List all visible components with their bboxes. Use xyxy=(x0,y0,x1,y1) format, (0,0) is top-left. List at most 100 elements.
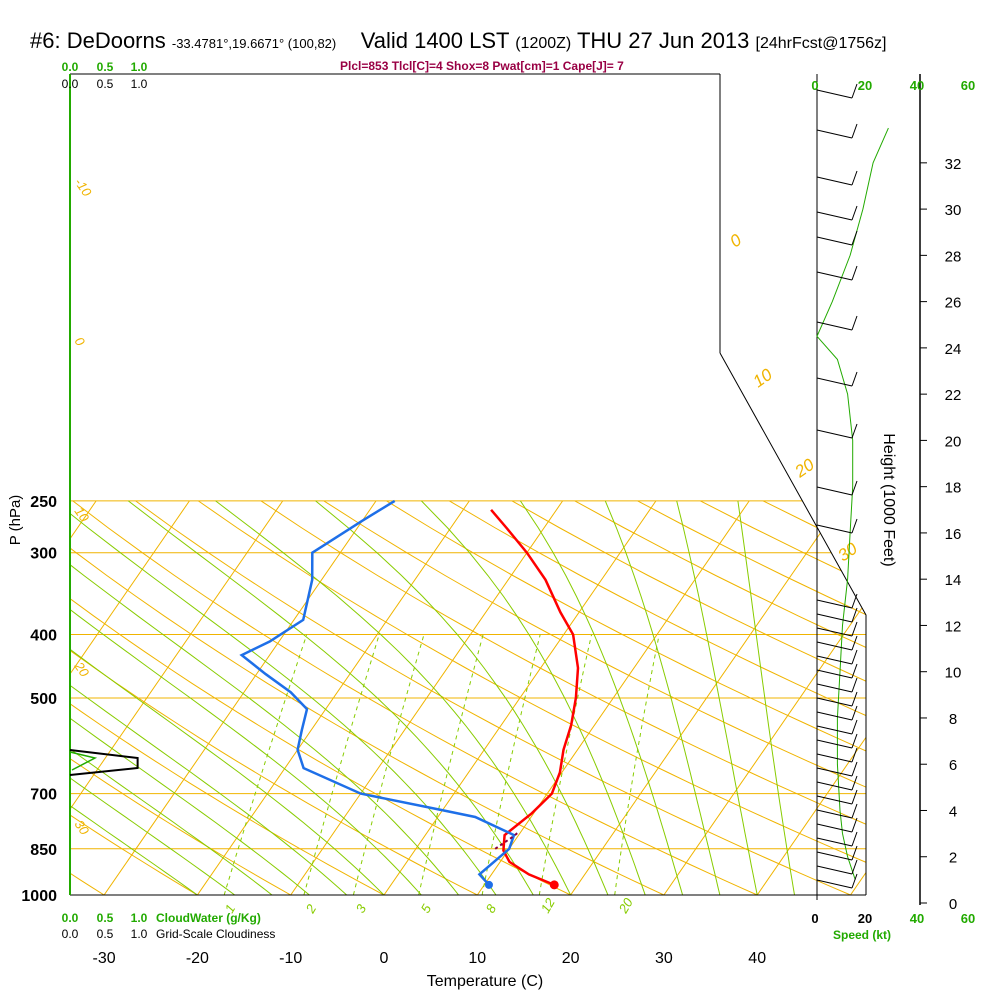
wind-barb-flag xyxy=(851,733,858,749)
speed-top-label: 60 xyxy=(961,78,975,93)
height-tick-label: 0 xyxy=(949,896,957,913)
valid-time: Valid 1400 LST xyxy=(360,28,510,53)
isotherm-line xyxy=(290,500,564,895)
cloudwater-profile xyxy=(69,751,98,771)
wind-barb xyxy=(816,789,858,805)
wind-barb-staff xyxy=(816,524,853,534)
wind-barb xyxy=(816,123,858,139)
cloudiness-top-label: 1.0 xyxy=(131,77,148,91)
isotherm-label: 20 xyxy=(71,658,93,680)
wind-barb-staff xyxy=(816,129,853,139)
mixing-ratio-line xyxy=(352,634,425,895)
wind-barb-staff xyxy=(816,795,853,805)
wind-barb-staff xyxy=(816,809,853,819)
cloudiness-profile xyxy=(69,749,139,776)
wind-barb-flag xyxy=(851,775,858,791)
wind-barb xyxy=(816,83,858,99)
mixing-ratio-label: 20 xyxy=(615,895,636,917)
height-tick-label: 32 xyxy=(945,156,962,173)
wind-barb-flag xyxy=(851,83,858,99)
wind-barb xyxy=(816,845,858,861)
wind-barb xyxy=(816,649,858,665)
moist-adiabat-line xyxy=(215,500,572,895)
station-name: #6: DeDoorns xyxy=(30,28,166,53)
cloudwater-top-label: 1.0 xyxy=(131,60,148,74)
wind-barb-flag xyxy=(851,635,858,651)
parcel-line xyxy=(494,830,520,850)
temperature-tick-label: 10 xyxy=(468,950,486,967)
sounding-parameters: Plcl=853 Tlcl[C]=4 Shox=8 Pwat[cm]=1 Cap… xyxy=(340,59,624,73)
wind-barb-flag xyxy=(851,705,858,721)
isotherm-line xyxy=(663,500,866,895)
dry-adiabat-line xyxy=(511,500,866,895)
dry-adiabat-line xyxy=(386,500,866,895)
mixing-ratio-label: 3 xyxy=(353,901,370,915)
pressure-tick-label: 500 xyxy=(30,691,57,708)
moist-adiabat-line xyxy=(70,500,198,895)
cloudwater-bottom-label: 0.5 xyxy=(97,911,114,925)
wind-barb-staff xyxy=(816,669,853,679)
wind-barb xyxy=(816,803,858,819)
wind-barb xyxy=(816,205,858,221)
wind-barb-flag xyxy=(851,593,858,609)
moist-adiabat-line xyxy=(519,500,684,895)
temperature-tick-label: 40 xyxy=(748,950,766,967)
chart-frame xyxy=(69,73,867,896)
height-tick-label: 22 xyxy=(945,387,962,404)
wind-barb-staff xyxy=(816,627,853,637)
mixing-ratio-line xyxy=(538,634,593,895)
mixing-ratio-label: 5 xyxy=(418,901,435,915)
wind-barb-flag xyxy=(851,649,858,665)
moist-adiabat-line xyxy=(70,500,348,895)
wind-barb-flag xyxy=(851,518,858,534)
wind-barb xyxy=(816,635,858,651)
mixing-ratio-label: 12 xyxy=(538,895,559,916)
temperature-tick-label: -20 xyxy=(186,950,209,967)
wind-barb xyxy=(816,607,858,623)
wind-barb-flag xyxy=(851,803,858,819)
cloud-panel: 0.0 0.5 1.0 0.0 0.5 1.0 0.0 0.5 1.0 CloudWater (g… xyxy=(62,60,276,941)
wind-barb xyxy=(816,480,858,496)
wind-barb-flag xyxy=(851,371,858,387)
isotherm-label: 20 xyxy=(791,455,819,482)
wind-barb-staff xyxy=(816,377,853,387)
dry-adiabat-line xyxy=(70,500,665,895)
speed-bottom-label: 40 xyxy=(910,911,924,926)
height-tick-label: 30 xyxy=(945,202,962,219)
wind-barb xyxy=(816,705,858,721)
mixing-ratio-line xyxy=(303,634,380,895)
wind-barb-flag xyxy=(851,817,858,833)
wind-barb-staff xyxy=(816,429,853,439)
speed-bottom-label: 0 xyxy=(811,911,818,926)
dry-adiabat-line xyxy=(70,500,198,895)
wind-barb-flag xyxy=(851,747,858,763)
moist-adiabat-line xyxy=(70,500,310,895)
isotherm-line xyxy=(850,500,866,895)
wind-barb-flag xyxy=(851,831,858,847)
isotherm-label: 10 xyxy=(72,504,93,525)
pressure-tick-label: 400 xyxy=(30,628,57,645)
wind-barb-staff xyxy=(816,655,853,665)
mixing-ratio-line xyxy=(223,634,308,895)
wind-barb xyxy=(816,663,858,679)
wind-barb-flag xyxy=(851,663,858,679)
isotherm-line xyxy=(0,501,3,895)
height-tick-label: 8 xyxy=(949,711,957,728)
mixing-ratio-line xyxy=(418,634,484,895)
isotherm-line xyxy=(103,500,377,895)
wind-barb-staff xyxy=(816,176,853,186)
height-tick-label: 16 xyxy=(945,526,962,543)
wind-barb-staff xyxy=(816,486,853,496)
isotherm-label: 0 xyxy=(726,230,745,251)
dewpoint-line xyxy=(239,499,516,886)
moist-adiabat-line xyxy=(315,500,609,895)
cloudwater-top-label: 0.0 xyxy=(62,60,79,74)
height-tick-label: 18 xyxy=(945,480,962,497)
height-tick-label: 24 xyxy=(945,341,962,358)
wind-barb xyxy=(816,817,858,833)
wind-barb-staff xyxy=(816,236,853,246)
wind-barb-staff xyxy=(816,599,853,609)
dry-adiabat-line xyxy=(952,501,1000,895)
wind-barb-staff xyxy=(816,641,853,651)
height-tick-label: 6 xyxy=(949,757,957,774)
